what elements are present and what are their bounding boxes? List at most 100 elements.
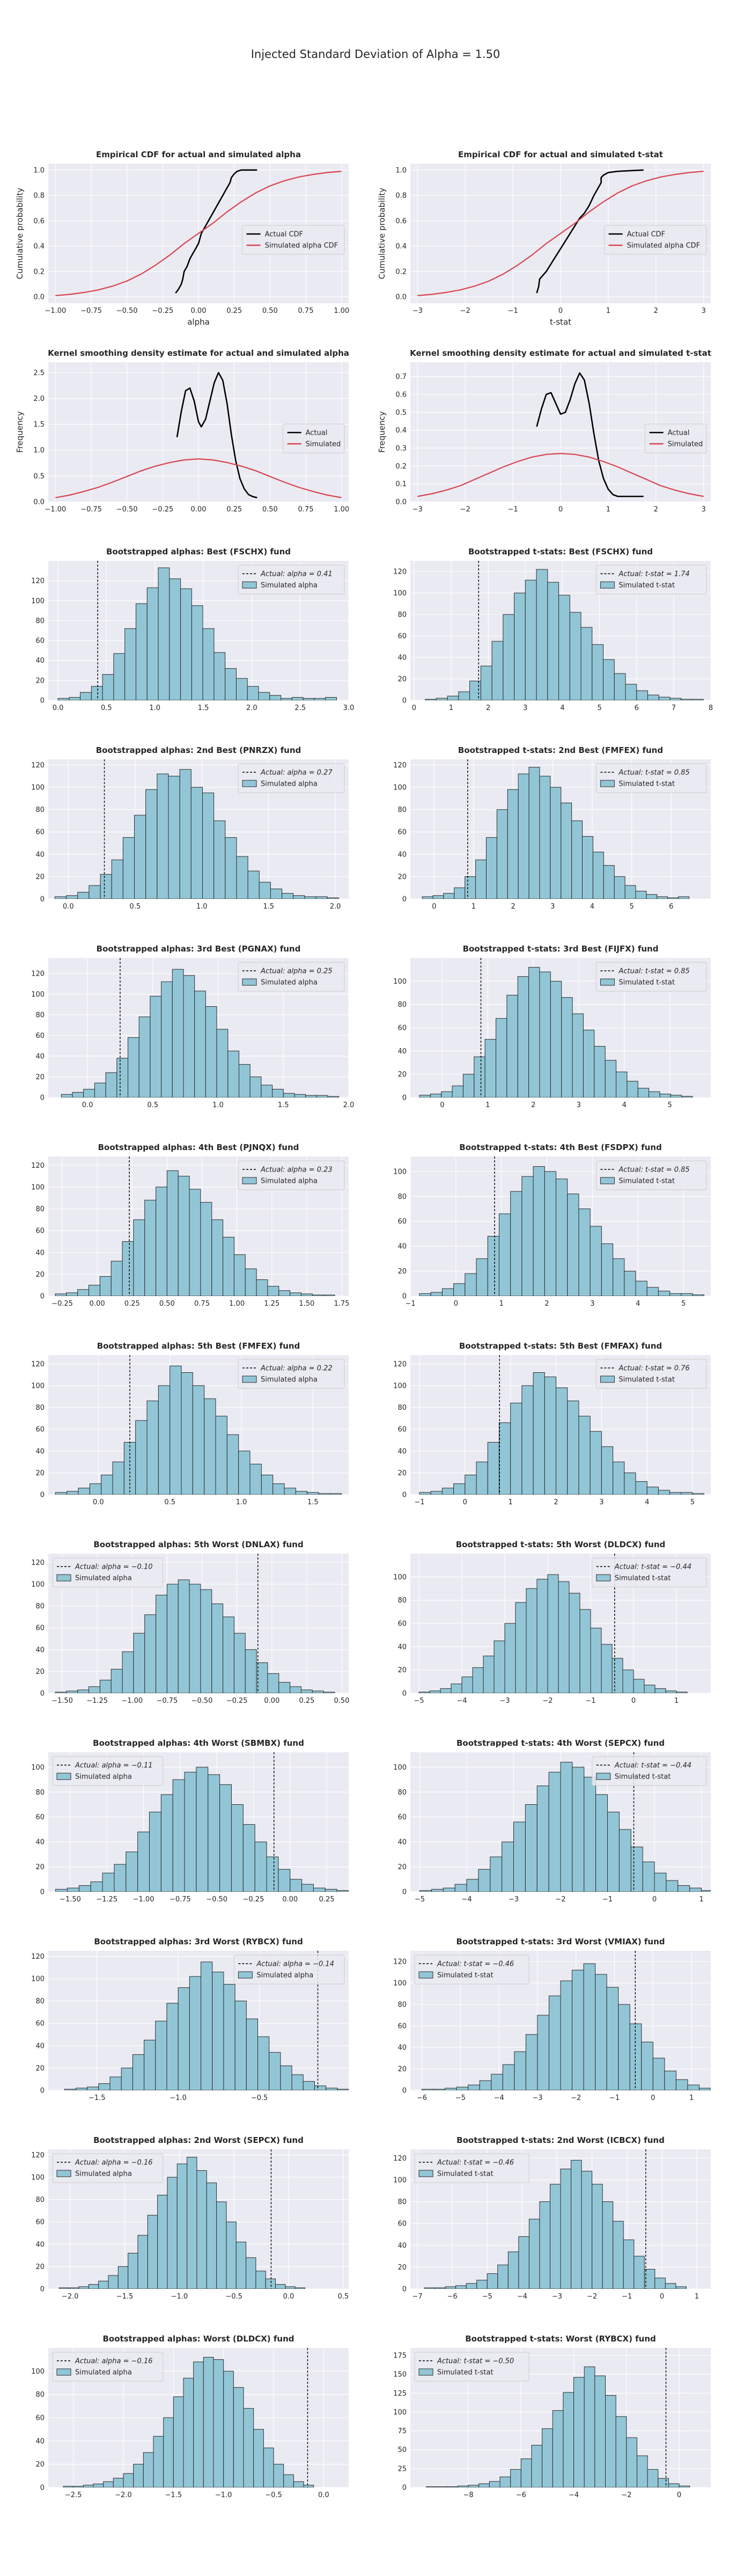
histogram-bar — [208, 1774, 220, 1892]
series-line-actual — [536, 169, 644, 294]
x-tick-label: −2 — [542, 1697, 553, 1705]
histogram-bar — [544, 1171, 557, 1296]
legend: Actual: alpha = −0.14 Simulated alpha — [233, 1955, 345, 1985]
plot-area — [419, 958, 693, 1097]
histogram-bar — [422, 896, 433, 899]
histogram-bar — [514, 592, 526, 700]
histogram-bar — [572, 1767, 585, 1892]
histogram-bar — [100, 874, 112, 899]
histogram-bar — [89, 885, 101, 899]
histogram-bar — [300, 1293, 313, 1296]
histogram-bar — [502, 1841, 514, 1892]
legend-label: Simulated alpha — [75, 1575, 132, 1583]
histogram-bar — [266, 1856, 279, 1892]
y-tick-label: 0 — [40, 2286, 45, 2294]
legend-label: Actual: alpha = −0.10 — [75, 1563, 153, 1571]
x-tick-label: 0.75 — [298, 307, 314, 315]
y-tick-label: 0.4 — [395, 243, 407, 251]
x-tick-label: −1 — [622, 2293, 632, 2301]
panel-title: Bootstrapped t-stats: Best (FSCHX) fund — [468, 547, 653, 557]
x-tick-label: −0.25 — [152, 506, 173, 514]
histogram-bar — [664, 2070, 676, 2090]
x-tick-label: −2 — [555, 1896, 565, 1904]
x-tick-label: 1 — [695, 2293, 699, 2301]
x-tick-label: 2 — [554, 1498, 558, 1506]
histogram-bar — [649, 1091, 660, 1097]
legend: Actual: t-stat = −0.44 Simulated t-stat — [592, 1756, 707, 1786]
histogram-bar — [669, 698, 682, 700]
x-tick-label: −3 — [509, 1896, 519, 1904]
histogram-bar — [265, 2278, 276, 2289]
y-tick-label: 60 — [397, 1218, 407, 1226]
histogram-bar — [143, 2452, 154, 2487]
histogram-bar — [72, 1092, 84, 1097]
histogram-bar — [485, 837, 497, 899]
legend-label: Actual: t-stat = −0.46 — [437, 1960, 514, 1968]
histogram-bar — [223, 1616, 234, 1693]
histogram-bar — [424, 2287, 436, 2289]
histogram-bar — [637, 1088, 650, 1097]
histogram-bar — [603, 659, 615, 700]
histogram-bar — [425, 699, 437, 700]
legend-label: Actual: t-stat = 0.85 — [618, 769, 689, 777]
histogram-bar — [678, 1885, 690, 1892]
histogram-bar — [269, 695, 282, 700]
histogram-bar — [261, 1085, 273, 1097]
plot-area — [58, 2149, 306, 2289]
histogram-bar — [273, 1483, 285, 1495]
x-tick-label: 0 — [677, 2491, 681, 2499]
x-tick-label: 0 — [558, 307, 563, 315]
y-tick-label: 0.4 — [395, 427, 407, 435]
histogram-bar — [135, 603, 148, 700]
histogram-bar — [584, 1776, 597, 1892]
legend: Actual: alpha = −0.11 Simulated alpha — [52, 1756, 164, 1786]
x-tick-label: 5 — [629, 903, 634, 911]
legend: Actual: t-stat = −0.50 Simulated t-stat — [414, 2352, 529, 2382]
x-tick-label: −0.50 — [192, 1697, 213, 1705]
x-tick-label: 1.5 — [278, 1101, 289, 1109]
y-tick-label: 80 — [35, 1011, 45, 1019]
histogram-bar — [536, 1785, 549, 1892]
legend: Actual: alpha = −0.16 Simulated alpha — [52, 2153, 164, 2183]
histogram-bar — [453, 1283, 466, 1296]
histogram-bar — [318, 1493, 330, 1495]
y-tick-label: 60 — [35, 2219, 45, 2227]
histogram-bar — [176, 2163, 188, 2289]
legend-box — [595, 1160, 707, 1190]
y-tick-label: 120 — [393, 1958, 407, 1966]
histogram-bar — [526, 1588, 538, 1693]
histogram-bar — [635, 1481, 647, 1495]
histogram-bar — [692, 1294, 704, 1296]
histogram-bar — [567, 1400, 579, 1495]
histogram-bar — [430, 1292, 443, 1296]
x-tick-label: −4 — [569, 2491, 579, 2499]
histogram-bar — [66, 1292, 78, 1296]
legend-patch-swatch — [242, 978, 257, 986]
y-tick-label: 0 — [402, 1889, 407, 1897]
y-tick-label: 100 — [393, 1168, 407, 1176]
x-tick-label: −1.5 — [165, 2491, 182, 2499]
histogram-bar — [126, 1851, 138, 1892]
histogram-bar — [253, 2429, 264, 2487]
y-tick-label: 60 — [397, 1620, 407, 1628]
histogram-bar — [433, 2089, 446, 2090]
histogram-bar — [204, 1398, 216, 1495]
histogram-bar — [122, 1651, 134, 1693]
histogram-bar — [55, 1492, 68, 1495]
histogram-bar — [454, 1884, 467, 1892]
histogram-bar — [592, 2184, 603, 2289]
histogram-bar — [155, 2021, 167, 2090]
histogram-bar — [431, 1889, 444, 1892]
histogram-bar — [223, 1984, 235, 2090]
histogram-bar — [278, 1682, 291, 1693]
x-tick-label: 5 — [690, 1498, 695, 1506]
histogram-bar — [537, 2015, 549, 2090]
histogram-bar — [109, 2076, 122, 2090]
histogram-bar — [167, 2177, 178, 2289]
histogram-bar — [560, 1762, 573, 1892]
panel-cdf-tstat: −3 −2 −1 0 1 2 3 0.0 0.2 0.4 0.6 0.8 1.0 Empirical CD… — [377, 150, 711, 327]
histogram-bar — [644, 1685, 656, 1693]
legend: Actual: alpha = 0.41 Simulated alpha — [238, 565, 345, 595]
legend-box — [414, 1955, 529, 1985]
